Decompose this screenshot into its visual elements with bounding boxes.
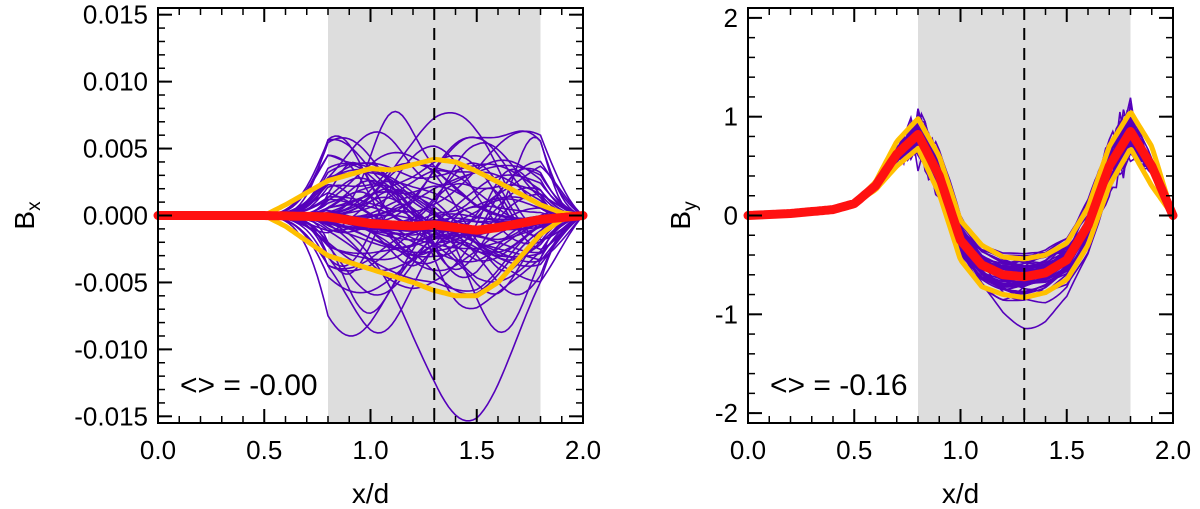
right-y-axis-title-base: B (665, 211, 696, 230)
x-tick-label: 0.5 (836, 435, 872, 465)
mean-curve (153, 211, 588, 235)
y-tick-label: 0.015 (83, 0, 148, 30)
right-y-axis-title: By (665, 201, 701, 230)
left-x-ticks: 0.0 0.5 1.0 1.5 2.0 (140, 8, 601, 465)
y-tick-label: 1 (724, 102, 738, 132)
left-y-axis-title: Bx (9, 201, 45, 230)
right-annotation: <> = -0.16 (770, 369, 908, 402)
right-y-ticks: -2 -1 0 1 2 (715, 3, 1173, 428)
x-tick-label: 2.0 (565, 435, 601, 465)
left-x-axis-title: x/d (352, 478, 389, 509)
y-tick-label: -2 (715, 398, 738, 428)
right-x-axis-title: x/d (942, 478, 979, 509)
right-x-ticks: 0.0 0.5 1.0 1.5 2.0 (730, 8, 1191, 465)
upper-band-curve (851, 110, 1176, 262)
y-tick-label: -0.015 (74, 401, 148, 431)
right-panel: 0.0 0.5 1.0 1.5 2.0 -2 -1 0 1 2 <> = -0.16 x/d B… (665, 3, 1191, 509)
x-tick-label: 2.0 (1155, 435, 1191, 465)
y-tick-label: -1 (715, 299, 738, 329)
y-tick-label: 0.010 (83, 67, 148, 97)
x-tick-label: 1.0 (352, 435, 388, 465)
lower-band-curve (851, 145, 1176, 300)
x-tick-label: 0.0 (730, 435, 766, 465)
x-tick-label: 1.0 (942, 435, 978, 465)
left-annotation: <> = -0.00 (180, 369, 318, 402)
y-tick-label: -0.010 (74, 334, 148, 364)
y-tick-label: 2 (724, 3, 738, 33)
y-tick-label: 0.000 (83, 201, 148, 231)
x-tick-label: 0.5 (246, 435, 282, 465)
left-summary-curves (153, 156, 588, 299)
x-tick-label: 1.5 (459, 435, 495, 465)
left-y-axis-title-subscript: x (24, 201, 45, 211)
y-tick-label: 0.005 (83, 134, 148, 164)
y-tick-label: -0.005 (74, 267, 148, 297)
right-summary-curves (743, 110, 1178, 300)
x-tick-label: 0.0 (140, 435, 176, 465)
mean-curve (743, 127, 1178, 282)
right-y-axis-title-subscript: y (680, 201, 701, 211)
left-y-ticks: -0.015 -0.010 -0.005 0.000 0.005 0.010 0.015 (74, 0, 583, 431)
left-y-axis-title-base: B (9, 211, 40, 230)
x-tick-label: 1.5 (1049, 435, 1085, 465)
left-panel: 0.0 0.5 1.0 1.5 2.0 -0.015-0.010-0.0050.0000… (9, 0, 601, 509)
y-tick-label: 0 (724, 201, 738, 231)
